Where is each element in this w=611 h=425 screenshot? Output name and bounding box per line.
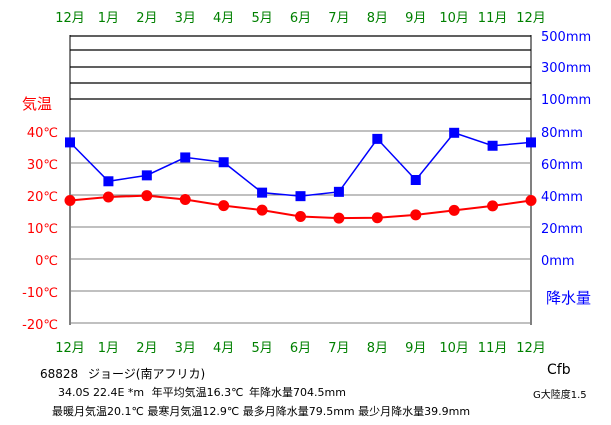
precipitation-marker: [372, 133, 383, 144]
month-label-bottom: 12月: [55, 341, 85, 356]
temperature-marker: [64, 194, 76, 206]
station-name: ジョージ(南アフリカ): [88, 367, 206, 381]
station-id: 68828: [40, 367, 79, 381]
precipitation-marker: [180, 152, 191, 163]
month-label-top: 10月: [439, 11, 469, 26]
temperature-marker: [525, 194, 537, 206]
month-label-top: 7月: [328, 11, 349, 26]
temperature-tick-label: 30℃: [27, 158, 58, 173]
precipitation-tick-label: 20mm: [541, 222, 583, 237]
month-label-bottom: 11月: [478, 341, 508, 356]
temperature-marker: [179, 194, 191, 206]
temperature-tick-label: 40℃: [27, 126, 58, 141]
temperature-marker: [410, 209, 422, 221]
precipitation-line: [69, 131, 532, 197]
month-label-top: 8月: [367, 11, 388, 26]
precipitation-marker: [103, 176, 114, 187]
month-label-bottom: 4月: [213, 341, 234, 356]
month-label-bottom: 8月: [367, 341, 388, 356]
station-coords: 34.0S 22.4E *m: [58, 386, 145, 399]
precipitation-marker: [65, 137, 75, 148]
precipitation-marker: [141, 170, 152, 181]
temperature-tick-label: 10℃: [27, 222, 58, 237]
month-label-bottom: 1月: [98, 341, 119, 356]
precipitation-tick-label: 40mm: [541, 190, 583, 205]
month-label-top: 12月: [516, 11, 546, 26]
month-label-top: 12月: [55, 11, 85, 26]
temperature-marker: [218, 200, 230, 212]
temperature-tick-label: -20℃: [22, 318, 58, 333]
temperature-tick-label: 20℃: [27, 190, 58, 205]
precipitation-marker: [333, 186, 344, 197]
month-label-bottom: 10月: [439, 341, 469, 356]
continentality: G大陸度1.5: [533, 390, 587, 401]
precipitation-tick-label: 60mm: [541, 158, 583, 173]
month-label-top: 2月: [136, 11, 157, 26]
precipitation-axis-title: 降水量: [546, 289, 591, 307]
month-label-top: 11月: [478, 11, 508, 26]
temperature-marker: [371, 212, 383, 224]
precipitation-tick-label: 500mm: [541, 30, 591, 45]
month-label-bottom: 5月: [251, 341, 272, 356]
precipitation-marker: [218, 157, 229, 168]
month-label-top: 4月: [213, 11, 234, 26]
precipitation-marker: [487, 140, 498, 151]
month-label-bottom: 2月: [136, 341, 157, 356]
temperature-tick-label: 0℃: [35, 254, 58, 269]
temperature-tick-label: -10℃: [22, 286, 58, 301]
month-label-top: 9月: [405, 11, 426, 26]
precipitation-tick-label: 100mm: [541, 93, 591, 108]
month-label-bottom: 6月: [290, 341, 311, 356]
driest-month: 最少月降水量39.9mm: [358, 405, 471, 418]
precipitation-tick-label: 80mm: [541, 126, 583, 141]
month-label-top: 1月: [98, 11, 119, 26]
annual-precip: 年降水量704.5mm: [249, 386, 346, 399]
month-label-bottom: 9月: [405, 341, 426, 356]
precipitation-marker: [257, 187, 268, 198]
precipitation-tick-label: 300mm: [541, 61, 591, 76]
warmest-month: 最暖月気温20.1℃: [52, 405, 144, 418]
climate-class: Cfb: [547, 362, 571, 378]
temperature-marker: [102, 191, 114, 203]
precipitation-tick-label: 0mm: [541, 254, 575, 269]
precipitation-marker: [526, 137, 536, 148]
temperature-axis-title: 気温: [22, 95, 52, 113]
temperature-marker: [448, 204, 460, 216]
temperature-marker: [295, 210, 306, 222]
month-label-top: 5月: [251, 11, 272, 26]
month-label-bottom: 7月: [328, 341, 349, 356]
coldest-month: 最寒月気温12.9℃: [147, 405, 240, 418]
month-label-bottom: 3月: [175, 341, 196, 356]
month-label-top: 3月: [175, 11, 196, 26]
temperature-marker: [141, 190, 153, 202]
annual-mean-temp: 年平均気温16.3℃: [151, 386, 244, 399]
precipitation-marker: [449, 127, 460, 138]
precipitation-marker: [410, 175, 421, 185]
temperature-marker: [487, 200, 499, 212]
month-label-bottom: 12月: [516, 341, 546, 356]
precipitation-marker: [295, 191, 306, 202]
temperature-marker: [256, 204, 268, 216]
temperature-marker: [333, 212, 345, 224]
month-label-top: 6月: [290, 11, 311, 26]
wettest-month: 最多月降水量79.5mm: [242, 405, 355, 418]
